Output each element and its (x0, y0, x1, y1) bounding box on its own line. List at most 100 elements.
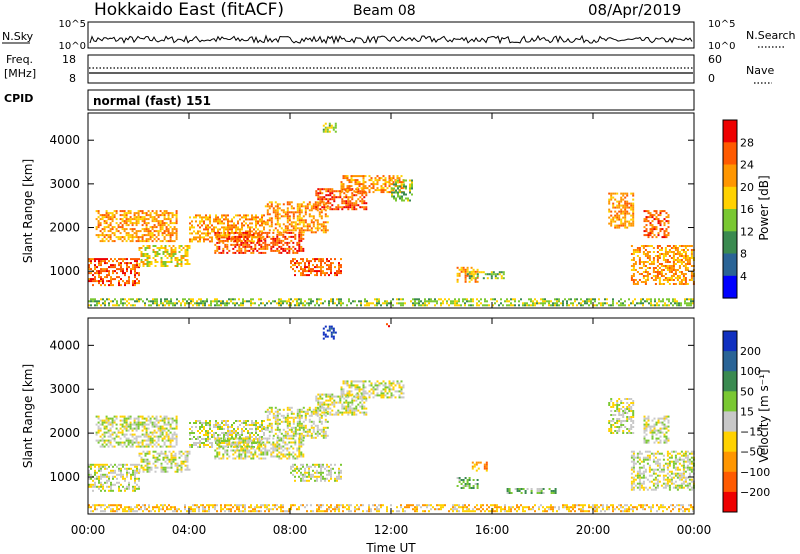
nave-tick-bottom: 0 (708, 72, 715, 85)
velocity-patch-8 (340, 380, 405, 399)
velocity-panel-frame (87, 317, 695, 515)
date-label: 08/Apr/2019 (588, 1, 681, 19)
velocity-colorbar-swatch-1 (723, 351, 737, 372)
velocity-patch-5 (264, 406, 329, 439)
power-patch-0 (88, 258, 140, 287)
velocity-colorbar: 200 100 50 15 −15 −50 −100 −200 (722, 330, 770, 513)
freq-unit: [MHz] (4, 67, 36, 80)
cpid-panel (87, 89, 695, 111)
x-tick-label-4: 16:00 (475, 523, 510, 537)
velocity-patch-12 (608, 398, 635, 434)
velocity-colorbar-tick-3: 15 (740, 405, 754, 418)
power-colorbar-frame (722, 119, 738, 299)
power-colorbar-swatch-4 (723, 209, 737, 232)
time-x-axis: 00:00 04:00 08:00 12:00 16:00 20:00 00:00 (71, 113, 712, 537)
nsky-tick-bottom: 10^0 (59, 41, 86, 52)
power-colorbar-swatch-1 (723, 142, 737, 166)
power-patch-16 (88, 298, 694, 307)
power-colorbar: 4 8 12 16 20 24 28 (722, 119, 754, 299)
nsky-series (89, 34, 693, 45)
power-patch-6 (290, 258, 342, 277)
power-ytick-label-1: 2000 (49, 221, 80, 235)
velocity-colorbar-swatch-6 (723, 451, 737, 473)
plot-title: Hokkaido East (fitACF) (94, 0, 284, 20)
power-patch-12 (608, 192, 635, 229)
x-tick-label-0: 00:00 (71, 523, 106, 537)
power-colorbar-tick-4: 20 (740, 181, 754, 194)
power-patch-5 (264, 201, 329, 234)
velocity-colorbar-swatch-2 (723, 371, 737, 392)
velocity-colorbar-tick-6: −100 (740, 466, 770, 479)
velocity-ytick-label-3: 4000 (49, 338, 80, 352)
power-patch-4 (214, 231, 305, 254)
freq-panel (87, 54, 695, 84)
velocity-colorbar-frame (722, 330, 738, 513)
velocity-patch-14 (643, 415, 670, 444)
velocity-patch-6 (290, 463, 342, 482)
velocity-patch-0 (88, 463, 140, 492)
nave-tick-top: 60 (708, 53, 722, 66)
power-ylabel: Slant Range [km] (21, 159, 35, 263)
freq-tick-bottom: 8 (69, 72, 76, 85)
power-y-axis: 1000 2000 3000 4000 (49, 133, 694, 278)
velocity-patch-2 (138, 450, 191, 473)
velocity-colorbar-swatch-3 (723, 391, 737, 412)
beam-label: Beam 08 (353, 3, 416, 19)
nsky-label: N.Sky (2, 30, 34, 43)
freq-tick-top: 18 (62, 53, 76, 66)
power-patch-14 (643, 210, 670, 239)
x-tick-label-6: 00:00 (677, 523, 712, 537)
velocity-colorbar-tick-1: 100 (740, 365, 761, 378)
power-colorbar-tick-2: 12 (740, 225, 754, 238)
power-ytick-label-0: 1000 (49, 264, 80, 278)
velocity-patch-9 (456, 477, 479, 489)
cpid-text: normal (fast) 151 (93, 94, 211, 108)
x-tick-label-3: 12:00 (374, 523, 409, 537)
velocity-colorbar-swatch-4 (723, 411, 737, 432)
velocity-colorbar-swatch-0 (723, 331, 737, 352)
velocity-patch-1 (95, 415, 178, 448)
power-heatmap (88, 122, 695, 307)
velocity-heatmap (88, 323, 695, 513)
velocity-patch-13 (630, 450, 695, 491)
power-patch-9 (391, 179, 413, 202)
power-patch-1 (95, 210, 178, 243)
velocity-colorbar-tick-2: 50 (740, 385, 754, 398)
power-patch-15 (322, 122, 337, 133)
power-patch-11 (466, 271, 505, 280)
velocity-colorbar-tick-7: −200 (740, 486, 770, 499)
x-tick-label-5: 20:00 (576, 523, 611, 537)
x-tick-label-2: 08:00 (273, 523, 308, 537)
power-colorbar-swatch-0 (723, 120, 737, 143)
nave-label: Nave (746, 64, 774, 77)
power-ytick-label-2: 3000 (49, 177, 80, 191)
power-colorbar-swatch-3 (723, 186, 737, 210)
power-colorbar-swatch-6 (723, 253, 737, 277)
nsky-tick-top: 10^5 (59, 19, 86, 30)
velocity-colorbar-swatch-7 (723, 471, 737, 493)
velocity-colorbar-swatch-8 (723, 491, 737, 513)
velocity-ytick-label-2: 3000 (49, 382, 80, 396)
velocity-colorbar-label: Velocity [m s⁻¹] (757, 369, 771, 462)
power-colorbar-tick-0: 4 (740, 270, 747, 283)
velocity-patch-11 (506, 488, 557, 494)
power-patch-2 (138, 245, 191, 267)
nsearch-tick-bottom: 10^0 (708, 41, 735, 52)
nsearch-tick-top: 10^5 (708, 19, 735, 30)
power-ytick-label-3: 4000 (49, 133, 80, 147)
power-colorbar-swatch-2 (723, 164, 737, 188)
velocity-ylabel: Slant Range [km] (21, 364, 35, 468)
velocity-colorbar-tick-0: 200 (740, 345, 761, 358)
power-colorbar-swatch-7 (723, 275, 737, 299)
velocity-colorbar-swatch-5 (723, 431, 737, 453)
power-colorbar-tick-1: 8 (740, 248, 747, 261)
velocity-colorbar-tick-5: −50 (740, 446, 763, 459)
velocity-y-axis: 1000 2000 3000 4000 (49, 338, 694, 484)
power-colorbar-label: Power [dB] (757, 175, 771, 240)
power-colorbar-tick-5: 24 (740, 159, 754, 172)
power-colorbar-tick-3: 16 (740, 203, 754, 216)
nsky-panel (87, 21, 695, 49)
velocity-patch-4 (214, 437, 305, 460)
power-colorbar-tick-6: 28 (740, 136, 754, 149)
